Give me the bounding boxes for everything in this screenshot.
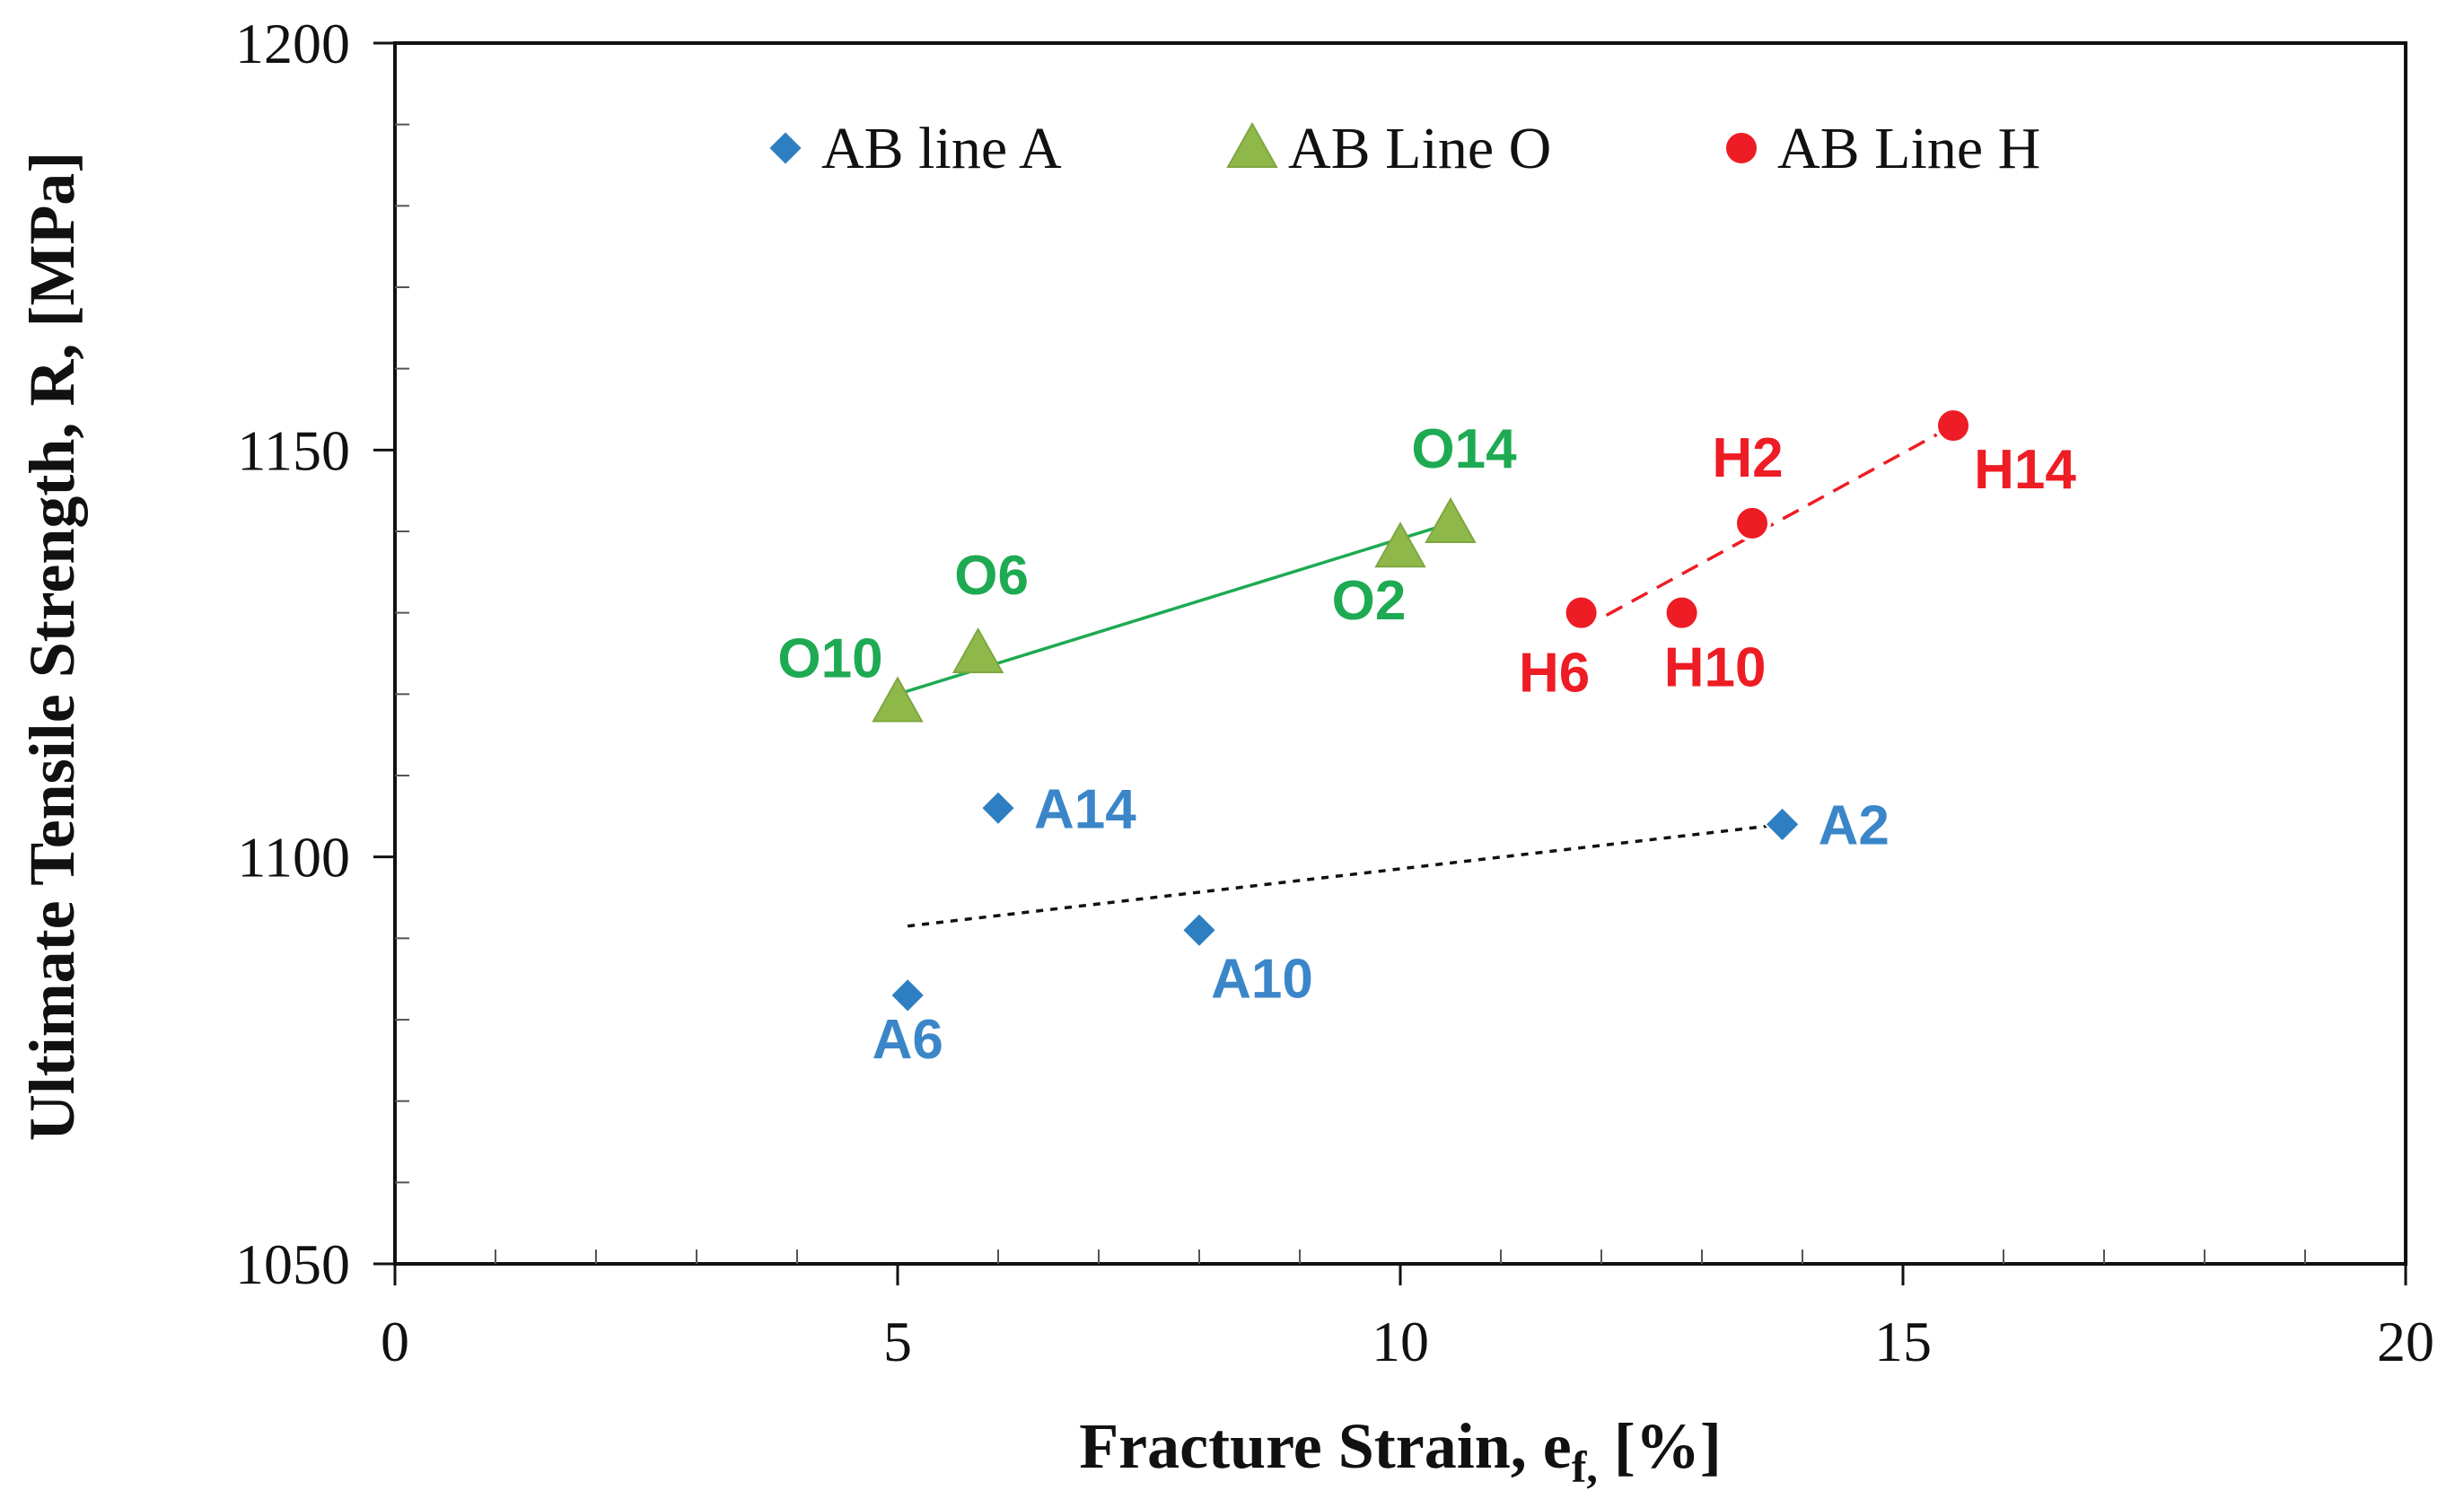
data-point-h14 [1934, 407, 1972, 445]
data-point-o6 [951, 627, 1004, 674]
data-point-o10 [872, 676, 924, 723]
x-axis-title-main: Fracture Strain, e [1079, 1410, 1572, 1482]
data-label-a6: A6 [872, 1009, 943, 1071]
data-point-a10 [1180, 911, 1218, 949]
y-tick-label: 1200 [235, 12, 350, 75]
y-tick-label: 1150 [237, 418, 350, 482]
x-tick-label: 10 [1372, 1310, 1429, 1373]
legend-label-circle: AB Line H [1777, 116, 2040, 181]
x-tick-label: 5 [883, 1310, 912, 1373]
data-point-h2 [1733, 504, 1771, 542]
x-tick-label: 15 [1874, 1310, 1932, 1373]
plot-area-border [393, 41, 2407, 1266]
x-tick-label: 20 [2377, 1310, 2434, 1373]
data-point-h10 [1662, 593, 1701, 632]
data-label-a2: A2 [1819, 794, 1890, 856]
data-point-a14 [979, 789, 1017, 827]
data-label-o6: O6 [954, 545, 1029, 607]
trendline-diamond [907, 822, 1783, 928]
legend-marker-triangle [1226, 121, 1278, 169]
x-axis-title-subscript: f, [1572, 1442, 1598, 1492]
data-point-o2 [1374, 522, 1426, 568]
x-tick-label: 0 [381, 1310, 409, 1373]
legend-label-triangle: AB Line O [1288, 116, 1551, 181]
data-label-h10: H10 [1664, 637, 1767, 699]
y-axis-title: Ultimate Tensile Strength, R, [MPa] [16, 152, 88, 1142]
legend-label-diamond: AB line A [821, 116, 1062, 181]
data-label-h14: H14 [1974, 439, 2076, 501]
data-label-a14: A14 [1034, 778, 1136, 840]
data-label-o14: O14 [1411, 418, 1517, 480]
legend-marker-diamond [767, 129, 804, 167]
legend-marker-circle [1723, 129, 1760, 167]
x-axis-title: Fracture Strain, ef, [%] [1079, 1410, 1722, 1492]
data-point-o14 [1425, 496, 1477, 543]
data-label-h6: H6 [1519, 643, 1590, 705]
y-tick-label: 1050 [235, 1232, 350, 1296]
data-point-a6 [889, 977, 926, 1014]
data-label-o10: O10 [777, 627, 882, 689]
y-tick-label: 1100 [237, 826, 350, 890]
data-label-h2: H2 [1712, 427, 1783, 489]
x-axis-title-unit: [%] [1598, 1410, 1722, 1482]
data-point-a2 [1764, 805, 1802, 843]
data-label-a10: A10 [1211, 948, 1313, 1010]
data-point-h6 [1562, 593, 1600, 632]
data-label-o2: O2 [1332, 570, 1407, 632]
